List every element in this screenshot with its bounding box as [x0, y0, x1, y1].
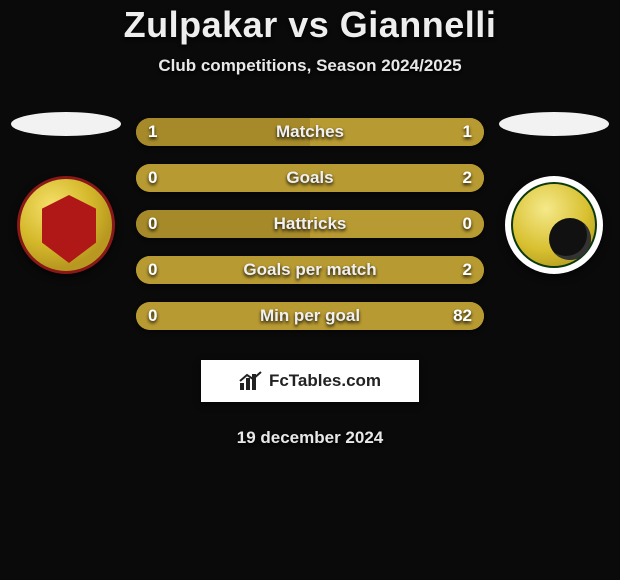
- player1-photo-placeholder: [11, 112, 121, 136]
- stat-label: Matches: [276, 122, 344, 142]
- title: Zulpakar vs Giannelli: [124, 4, 497, 46]
- chart-icon: [239, 371, 263, 391]
- stat-value-left: 0: [148, 306, 178, 326]
- team2-badge-ball: [549, 218, 591, 260]
- stats-list: 1 Matches 1 0 Goals 2 0 Hattricks 0 0 Goals per ma…: [136, 118, 484, 330]
- stat-value-right: 2: [442, 168, 472, 188]
- attribution-text: FcTables.com: [269, 371, 381, 391]
- stat-label: Min per goal: [260, 306, 360, 326]
- stat-label: Goals per match: [243, 260, 376, 280]
- stat-row: 0 Hattricks 0: [136, 210, 484, 238]
- subtitle: Club competitions, Season 2024/2025: [158, 56, 461, 76]
- player2-name: Giannelli: [340, 4, 497, 45]
- stat-label: Goals: [286, 168, 333, 188]
- left-column: [6, 118, 126, 274]
- stat-label: Hattricks: [274, 214, 347, 234]
- stat-row: 0 Goals per match 2: [136, 256, 484, 284]
- attribution-box: FcTables.com: [201, 360, 419, 402]
- date-text: 19 december 2024: [237, 428, 384, 448]
- stat-row: 0 Goals 2: [136, 164, 484, 192]
- player1-name: Zulpakar: [124, 4, 278, 45]
- stat-value-left: 0: [148, 214, 178, 234]
- main-row: 1 Matches 1 0 Goals 2 0 Hattricks 0 0 Goals per ma…: [0, 118, 620, 330]
- vs-text: vs: [288, 4, 329, 45]
- stat-row: 0 Min per goal 82: [136, 302, 484, 330]
- stat-value-right: 2: [442, 260, 472, 280]
- stat-value-left: 0: [148, 168, 178, 188]
- right-column: [494, 118, 614, 274]
- stat-value-right: 0: [442, 214, 472, 234]
- stat-value-right: 82: [442, 306, 472, 326]
- stat-value-left: 1: [148, 122, 178, 142]
- comparison-card: Zulpakar vs Giannelli Club competitions,…: [0, 0, 620, 448]
- stat-row: 1 Matches 1: [136, 118, 484, 146]
- stat-value-left: 0: [148, 260, 178, 280]
- player2-photo-placeholder: [499, 112, 609, 136]
- team1-badge: [17, 176, 115, 274]
- team2-badge: [505, 176, 603, 274]
- stat-value-right: 1: [442, 122, 472, 142]
